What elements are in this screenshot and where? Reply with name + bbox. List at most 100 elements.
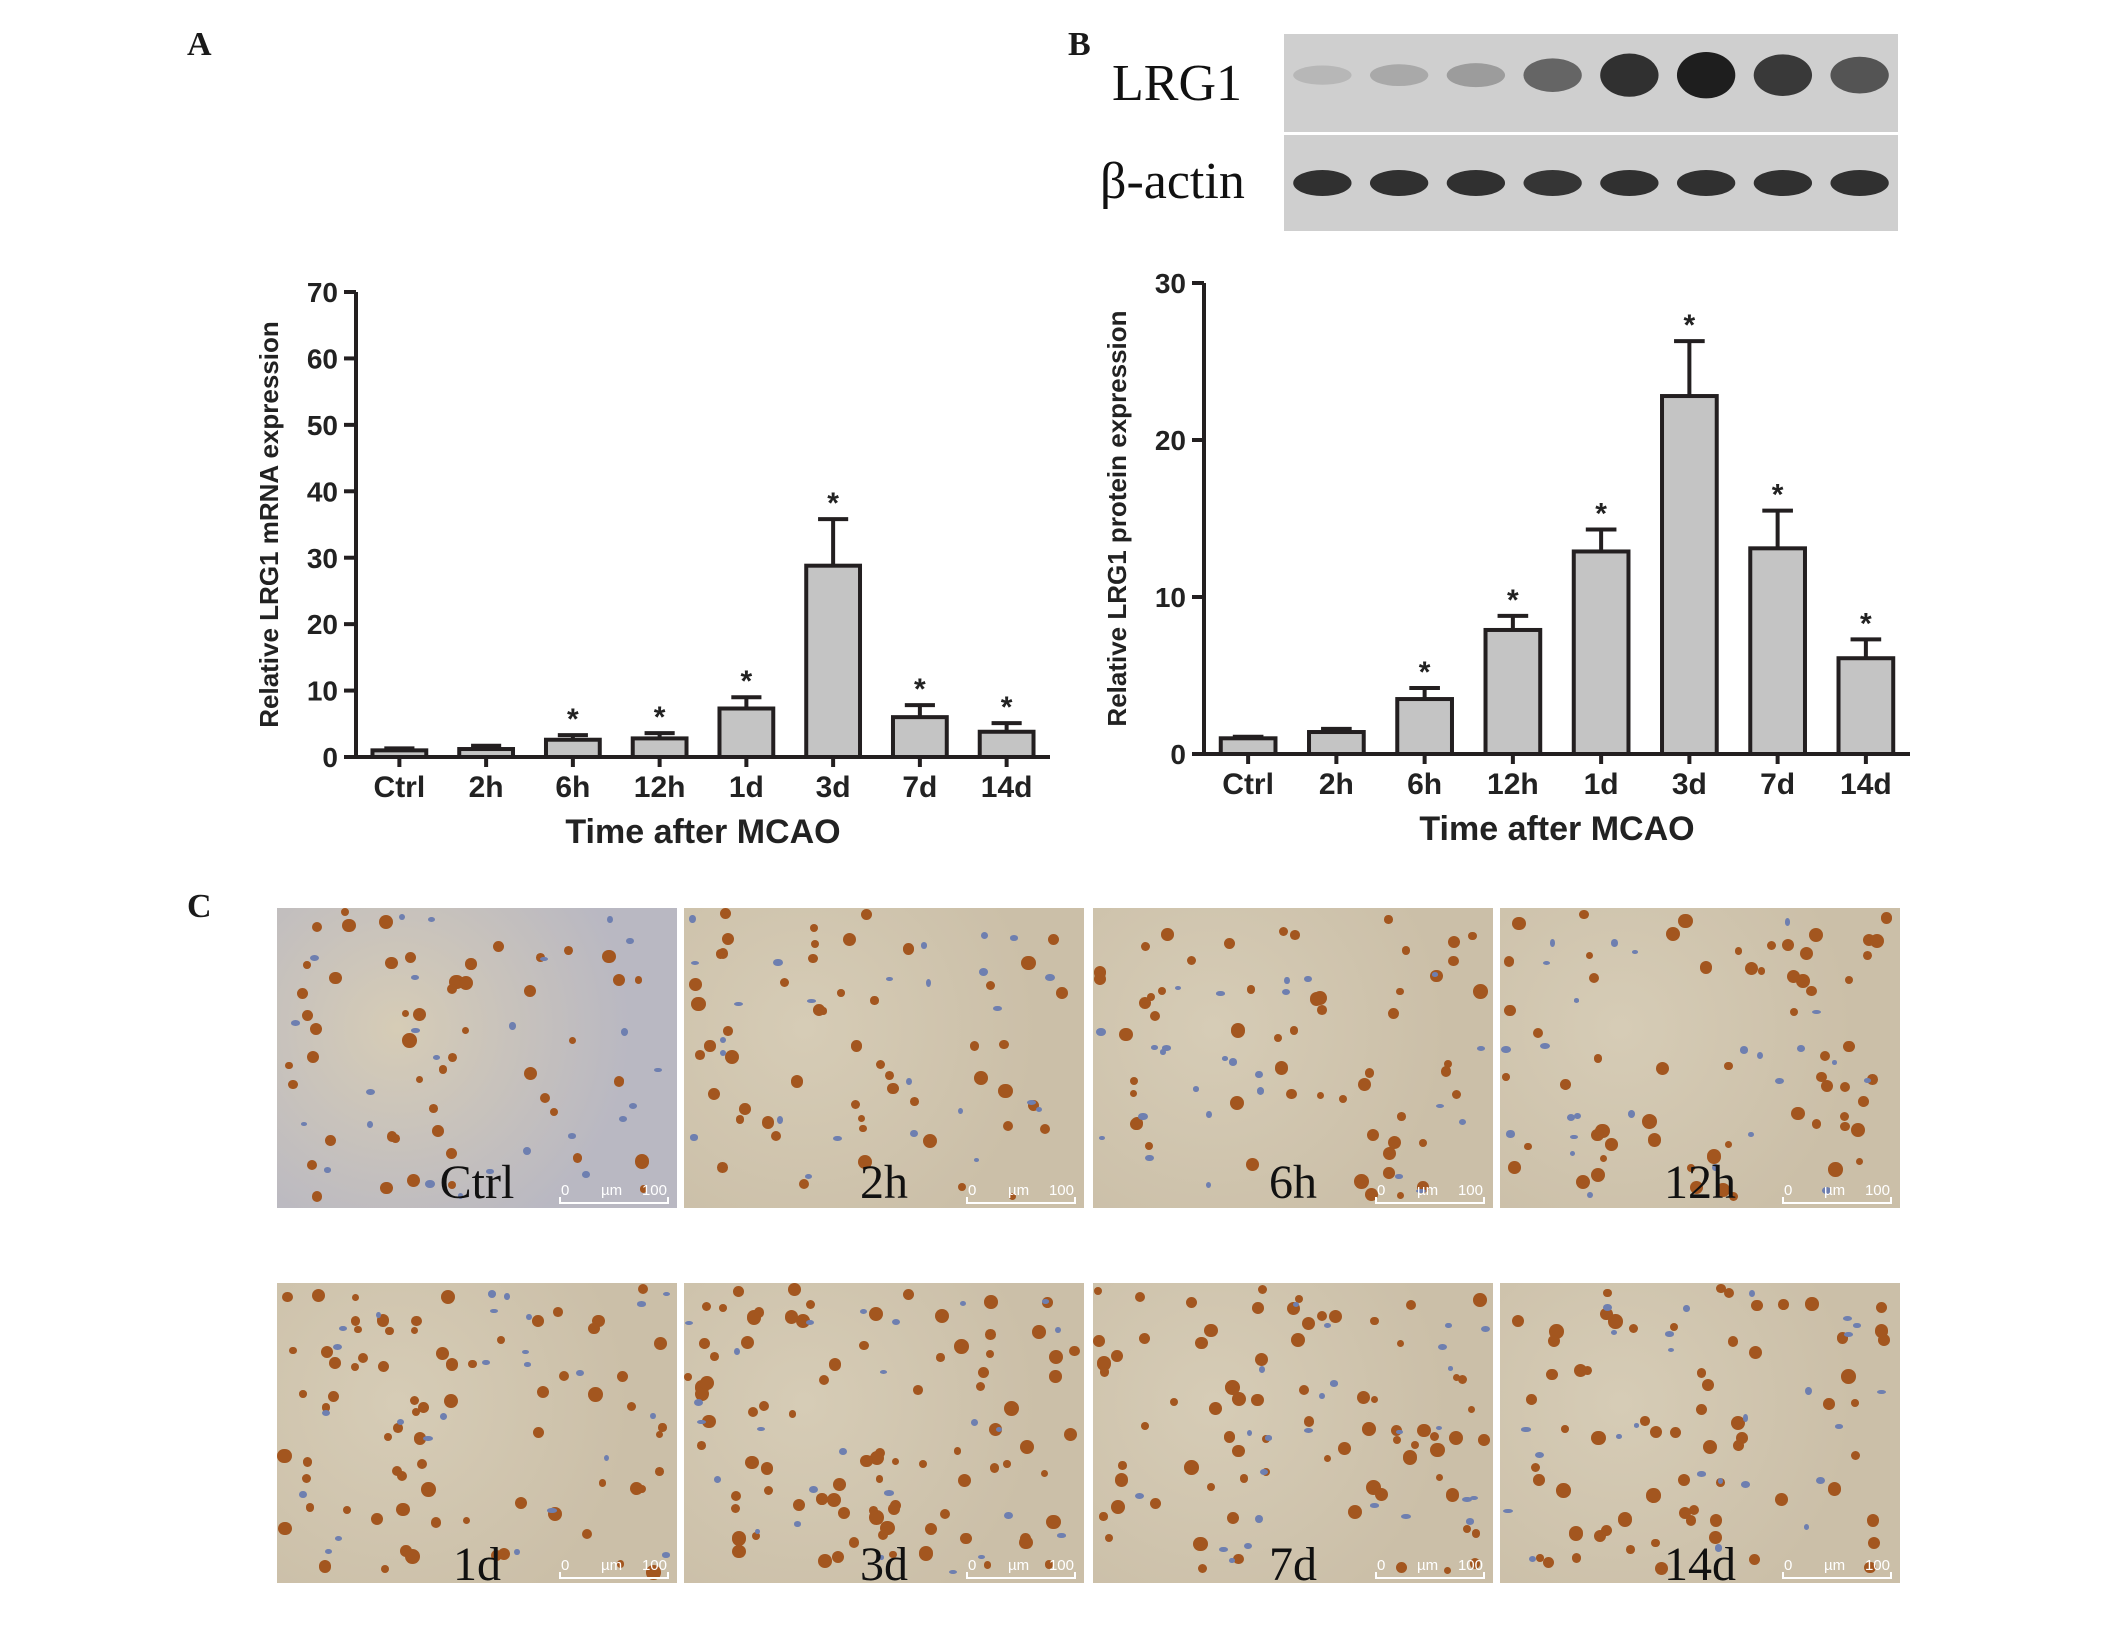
stained-cell — [1225, 1380, 1241, 1395]
stained-cell — [1629, 1324, 1639, 1334]
stained-cell — [357, 1353, 368, 1364]
stained-cell — [1685, 1515, 1697, 1526]
stained-cell — [1130, 1117, 1144, 1130]
stained-cell — [318, 1560, 332, 1573]
protein-bar-chart: 0 10 20 30 Ctrl 2h 6h * 12h * 1d * 3d * 7d * 14d * Time af… — [1102, 268, 1910, 848]
nucleus-cell — [1586, 1191, 1593, 1199]
nucleus-cell — [1811, 1009, 1822, 1014]
stained-cell — [531, 1315, 544, 1327]
stained-cell — [1504, 1005, 1516, 1017]
stained-cell — [985, 1329, 996, 1340]
nucleus-cell — [423, 1435, 433, 1441]
stained-cell — [1678, 913, 1694, 929]
nucleus-cell — [1329, 1380, 1339, 1387]
nucleus-cell — [1318, 1393, 1325, 1400]
nucleus-cell — [1401, 1513, 1412, 1520]
nucleus-cell — [1246, 1429, 1253, 1436]
nucleus-cell — [973, 1158, 980, 1163]
stained-cell — [448, 1052, 458, 1062]
stained-cell — [391, 1134, 401, 1143]
significance-marker: * — [1684, 309, 1696, 342]
nucleus-cell — [323, 1166, 332, 1173]
y-tick-label: 0 — [322, 742, 338, 773]
stained-cell — [1048, 1349, 1064, 1365]
stained-cell — [733, 1286, 744, 1297]
stained-cell — [715, 949, 726, 959]
significance-marker: * — [741, 665, 753, 698]
stained-cell — [875, 1060, 885, 1070]
x-tick-label: Ctrl — [1222, 768, 1274, 801]
stained-cell — [1625, 1545, 1635, 1555]
stained-cell — [1445, 1488, 1460, 1502]
scale-end: 100 — [1864, 1557, 1890, 1574]
stained-cell — [1579, 910, 1589, 920]
nucleus-cell — [509, 1021, 516, 1030]
stained-cell — [1812, 1119, 1822, 1129]
micrograph-label: 2h — [860, 1156, 908, 1209]
stained-cell — [1599, 1307, 1613, 1321]
stained-cell — [1448, 955, 1459, 967]
stained-cell — [1866, 1514, 1880, 1528]
stained-cell — [1204, 1323, 1218, 1338]
stained-cell — [918, 1546, 933, 1561]
nucleus-cell — [1150, 1045, 1159, 1051]
stained-cell — [975, 1381, 986, 1391]
nucleus-cell — [309, 954, 320, 962]
nucleus-cell — [486, 1168, 494, 1175]
stained-cell — [717, 1162, 728, 1173]
stained-cell — [1008, 1192, 1016, 1200]
panel-label-a: A — [187, 26, 212, 63]
stained-cell — [371, 1513, 384, 1526]
stained-cell — [1046, 1514, 1061, 1530]
stained-cell — [490, 1550, 503, 1562]
stained-cell — [745, 1455, 759, 1470]
stained-cell — [1161, 928, 1174, 941]
nucleus-cell — [1535, 1451, 1545, 1459]
stained-cell — [1232, 1444, 1245, 1458]
nucleus-cell — [1842, 1316, 1852, 1321]
y-tick-label: 30 — [307, 543, 338, 574]
stained-cell — [1727, 1336, 1739, 1347]
stained-cell — [1405, 1300, 1416, 1311]
stained-cell — [1069, 1345, 1080, 1357]
stained-cell — [760, 1461, 774, 1475]
stained-cell — [877, 1529, 889, 1540]
stained-cell — [342, 1506, 352, 1515]
nucleus-cell — [1749, 1290, 1756, 1298]
nucleus-cell — [1256, 1087, 1264, 1095]
stained-cell — [1186, 1296, 1198, 1309]
nucleus-cell — [1192, 1086, 1199, 1092]
tissue-background — [1093, 908, 1493, 1208]
nucleus-cell — [1219, 1547, 1228, 1553]
nucleus-cell — [1853, 1323, 1861, 1328]
stained-cell — [1111, 1500, 1125, 1515]
stained-cell — [1027, 1100, 1039, 1112]
stained-cell — [1118, 1461, 1127, 1470]
stained-cell — [1223, 1431, 1235, 1443]
stained-cell — [795, 1313, 810, 1328]
stained-cell — [1096, 1355, 1112, 1371]
stained-cell — [1850, 1123, 1865, 1138]
blot-row-label: LRG1 — [1112, 55, 1242, 112]
nucleus-cell — [650, 1412, 656, 1419]
stained-cell — [637, 1484, 646, 1494]
stained-cell — [1561, 1425, 1569, 1434]
x-tick-label: 3d — [1672, 768, 1707, 801]
stained-cell — [350, 1362, 360, 1371]
stained-cell — [1387, 1135, 1402, 1150]
nucleus-cell — [1175, 986, 1182, 991]
stained-cell — [1881, 912, 1893, 924]
stained-cell — [1149, 1497, 1161, 1509]
stained-cell — [401, 1010, 410, 1018]
stained-cell — [350, 1315, 361, 1326]
nucleus-cell — [366, 1088, 375, 1095]
scale-bar: 0 µm 100 — [1375, 1182, 1485, 1204]
stained-cell — [1447, 935, 1461, 948]
stained-cell — [875, 1475, 884, 1483]
stained-cell — [1526, 1394, 1538, 1405]
nucleus-cell — [523, 1362, 532, 1367]
stained-cell — [1144, 1141, 1153, 1150]
stained-cell — [793, 1499, 806, 1512]
nucleus-cell — [794, 1521, 802, 1527]
stained-cell — [302, 1457, 312, 1467]
